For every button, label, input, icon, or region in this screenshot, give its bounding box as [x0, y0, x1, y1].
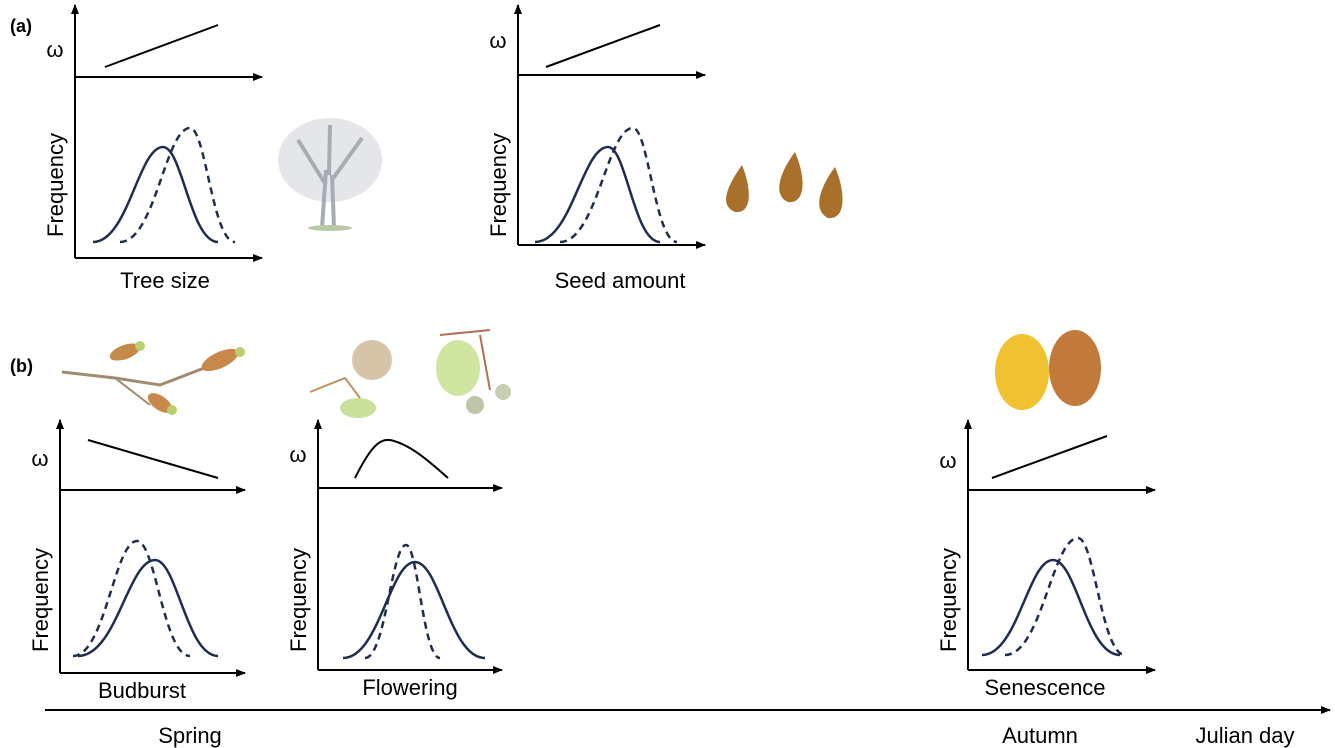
x-axis-label: Senescence: [984, 675, 1105, 700]
tree-illustration: [278, 118, 382, 231]
omega-curve: [546, 25, 660, 67]
omega-curve: [105, 25, 218, 67]
y-axis-label: Frequency: [286, 548, 311, 652]
panel-label: (b): [10, 356, 33, 376]
season-label: Spring: [158, 723, 222, 748]
figure: (a) (b) Spring Autumn Julian day ω Freque…: [0, 0, 1335, 748]
flower-illustration: [310, 330, 511, 418]
seed-illustration: [726, 152, 842, 218]
x-axis-label: Budburst: [98, 678, 186, 703]
x-axis-label: Flowering: [362, 675, 457, 700]
omega-label: ω: [939, 448, 956, 473]
panel-label: (a): [10, 16, 32, 36]
frequency-curve-dashed: [365, 545, 440, 658]
omega-curve: [992, 436, 1107, 478]
y-axis-label: Frequency: [486, 133, 511, 237]
omega-label: ω: [31, 446, 48, 471]
omega-label: ω: [289, 442, 306, 467]
frequency-curve-dashed: [73, 541, 190, 656]
omega-label: ω: [46, 37, 63, 62]
x-axis-label: Tree size: [120, 268, 210, 293]
frequency-curve: [78, 560, 218, 656]
frequency-curve-dashed: [560, 128, 677, 242]
timeline-label: Julian day: [1195, 723, 1294, 748]
frequency-curve: [343, 562, 485, 658]
leaf-illustration: [995, 330, 1101, 410]
frequency-curve-dashed: [1005, 538, 1125, 655]
omega-curve: [88, 440, 218, 478]
frequency-curve: [982, 560, 1120, 655]
omega-label: ω: [489, 28, 506, 53]
twig-illustration: [62, 340, 245, 417]
y-axis-label: Frequency: [28, 548, 53, 652]
season-label: Autumn: [1002, 723, 1078, 748]
x-axis-label: Seed amount: [555, 268, 686, 293]
y-axis-label: Frequency: [936, 548, 961, 652]
y-axis-label: Frequency: [43, 133, 68, 237]
omega-curve: [355, 440, 448, 478]
